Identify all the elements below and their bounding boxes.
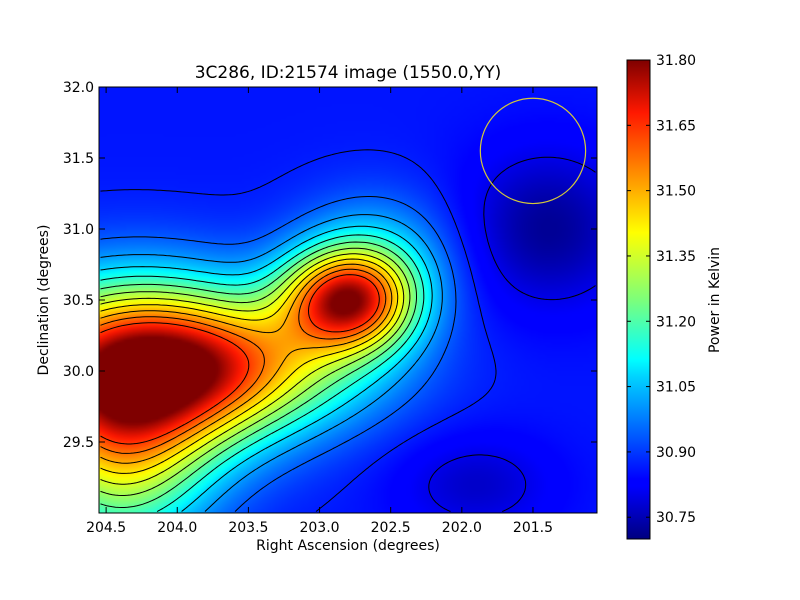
contour-line <box>100 196 457 512</box>
y-tick-label: 32.0 <box>63 80 94 96</box>
y-tick-label: 30.5 <box>63 293 94 309</box>
contour-line <box>100 149 497 512</box>
colorbar-tick-label: 31.20 <box>656 314 696 330</box>
contour-lines <box>100 149 596 512</box>
contour-line <box>100 263 393 464</box>
x-tick-label: 202.0 <box>442 520 482 536</box>
contour-line <box>100 225 433 512</box>
colorbar-tick-label: 31.05 <box>656 380 696 396</box>
y-tick-label: 31.0 <box>63 222 94 238</box>
x-tick-label: 203.5 <box>228 520 268 536</box>
colorbar-tick-label: 31.50 <box>656 184 696 200</box>
beam-circle <box>479 97 587 205</box>
contour-line <box>100 247 411 496</box>
contour-line <box>100 274 380 445</box>
contour-line <box>100 253 405 485</box>
plot-area <box>98 86 598 514</box>
y-axis: 29.5 30.0 30.5 31.0 31.5 32.0 <box>63 80 597 451</box>
colorbar-tick-label: 31.35 <box>656 249 696 265</box>
colorbar-gradient <box>626 59 651 540</box>
y-axis-label: Declination (degrees) <box>36 225 52 376</box>
colorbar-tick-label: 30.75 <box>656 510 696 526</box>
x-axis: 204.5 204.0 203.5 203.0 202.5 202.0 201.5 <box>86 87 553 536</box>
chart-title: 3C286, ID:21574 image (1550.0,YY) <box>195 63 502 83</box>
y-tick-label: 30.0 <box>63 364 94 380</box>
x-tick-label: 201.5 <box>513 520 553 536</box>
y-tick-label: 29.5 <box>63 435 94 451</box>
colorbar: 30.75 30.90 31.05 31.20 31.35 31.50 31.65 31.80… <box>626 53 723 540</box>
contour-line <box>100 268 387 454</box>
colorbar-tick-label: 31.80 <box>656 53 696 69</box>
x-tick-label: 204.0 <box>157 520 197 536</box>
contour-line <box>100 258 399 474</box>
colorbar-ticks: 30.75 30.90 31.05 31.20 31.35 31.50 31.65 31.80 <box>627 53 696 526</box>
x-axis-label: Right Ascension (degrees) <box>256 538 440 554</box>
x-tick-label: 202.5 <box>371 520 411 536</box>
contour-line <box>100 234 425 512</box>
x-tick-label: 203.0 <box>299 520 339 536</box>
contour-line <box>428 156 596 512</box>
colorbar-tick-label: 30.90 <box>656 445 696 461</box>
contour-line <box>100 241 417 508</box>
x-tick-label: 204.5 <box>86 520 126 536</box>
colorbar-tick-label: 31.65 <box>656 118 696 134</box>
contour-line <box>100 214 443 512</box>
y-tick-label: 31.5 <box>63 151 94 167</box>
colorbar-label: Power in Kelvin <box>707 247 723 353</box>
